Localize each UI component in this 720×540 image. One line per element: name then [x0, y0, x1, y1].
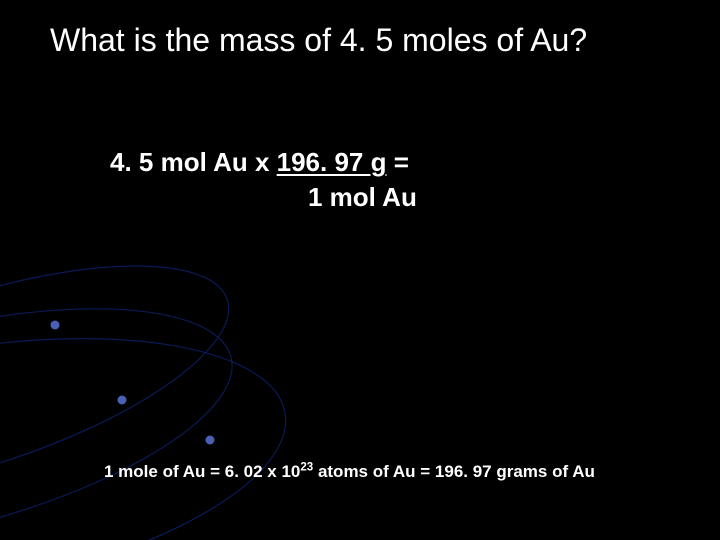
slide-title: What is the mass of 4. 5 moles of Au?	[50, 22, 680, 59]
equation-block: 4. 5 mol Au x 196. 97 g = 1 mol Au	[110, 145, 417, 215]
equation-numerator: 196. 97 g	[277, 147, 387, 177]
orbit-ellipse	[0, 260, 255, 540]
equation-denominator: 1 mol Au	[308, 182, 417, 212]
footnote-prefix: 1 mole of Au = 6. 02 x 10	[104, 462, 300, 481]
equation-line-1: 4. 5 mol Au x 196. 97 g =	[110, 145, 417, 180]
footnote: 1 mole of Au = 6. 02 x 1023 atoms of Au …	[104, 462, 595, 482]
equation-line-2: 1 mol Au	[110, 180, 417, 215]
equation-lhs: 4. 5 mol Au x	[110, 147, 277, 177]
orbit-dot	[118, 396, 127, 405]
footnote-suffix: atoms of Au = 196. 97 grams of Au	[313, 462, 595, 481]
slide: What is the mass of 4. 5 moles of Au? 4.…	[0, 0, 720, 540]
orbit-decoration	[0, 0, 720, 540]
orbit-dot	[206, 436, 215, 445]
orbit-dot	[51, 321, 60, 330]
equation-equals: =	[387, 147, 409, 177]
orbit-ellipse	[0, 295, 306, 540]
orbit-ellipse	[0, 219, 254, 540]
footnote-exponent: 23	[300, 461, 313, 473]
